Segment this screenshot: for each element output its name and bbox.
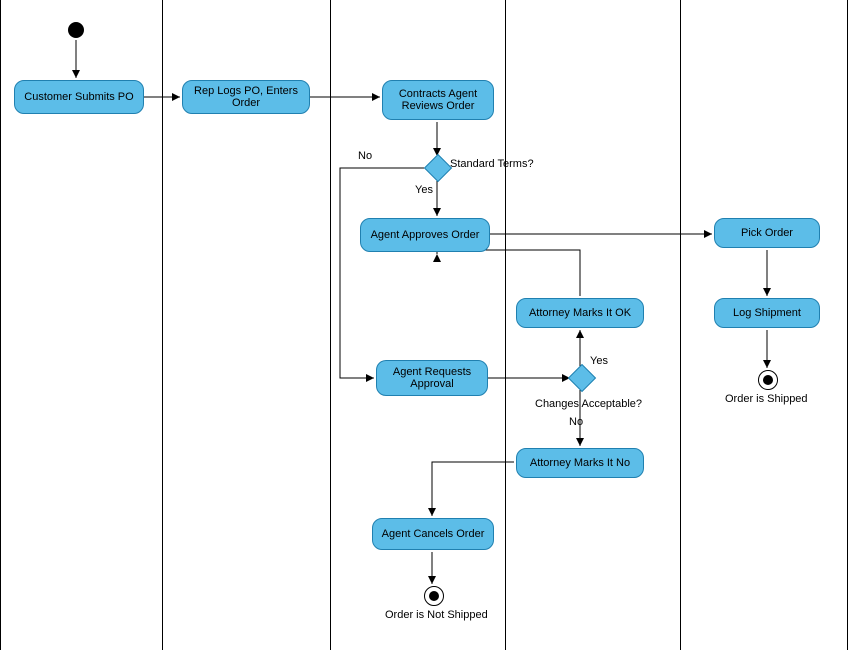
swimlane-divider [330, 0, 331, 650]
activity-reviews-order: Contracts Agent Reviews Order [382, 80, 494, 120]
activity-log-shipment: Log Shipment [714, 298, 820, 328]
branch-label-std-yes: Yes [415, 184, 433, 196]
final-node-not-shipped [424, 586, 444, 606]
activity-cancels-order: Agent Cancels Order [372, 518, 494, 550]
activity-customer-submits: Customer Submits PO [14, 80, 144, 114]
activity-rep-logs: Rep Logs PO, Enters Order [182, 80, 310, 114]
activity-requests-approval: Agent Requests Approval [376, 360, 488, 396]
final-node-shipped [758, 370, 778, 390]
decision-changes-acceptable [568, 364, 596, 392]
start-node [68, 22, 84, 38]
activity-pick-order: Pick Order [714, 218, 820, 248]
decision-label-changes-acceptable: Changes Acceptable? [535, 398, 642, 410]
swimlane-divider [505, 0, 506, 650]
branch-label-chg-no: No [569, 416, 583, 428]
flowchart-canvas: Customer Submits PO Rep Logs PO, Enters O… [0, 0, 848, 650]
swimlane-divider [0, 0, 1, 650]
branch-label-std-no: No [358, 150, 372, 162]
swimlane-divider [162, 0, 163, 650]
branch-label-chg-yes: Yes [590, 355, 608, 367]
decision-label-standard-terms: Standard Terms? [450, 158, 534, 170]
swimlane-divider [680, 0, 681, 650]
activity-marks-no: Attorney Marks It No [516, 448, 644, 478]
final-node-inner [763, 375, 773, 385]
activity-approves-order: Agent Approves Order [360, 218, 490, 252]
final-node-inner [429, 591, 439, 601]
activity-marks-ok: Attorney Marks It OK [516, 298, 644, 328]
final-label-shipped: Order is Shipped [725, 393, 808, 405]
final-label-not-shipped: Order is Not Shipped [385, 609, 488, 621]
decision-standard-terms [424, 154, 452, 182]
